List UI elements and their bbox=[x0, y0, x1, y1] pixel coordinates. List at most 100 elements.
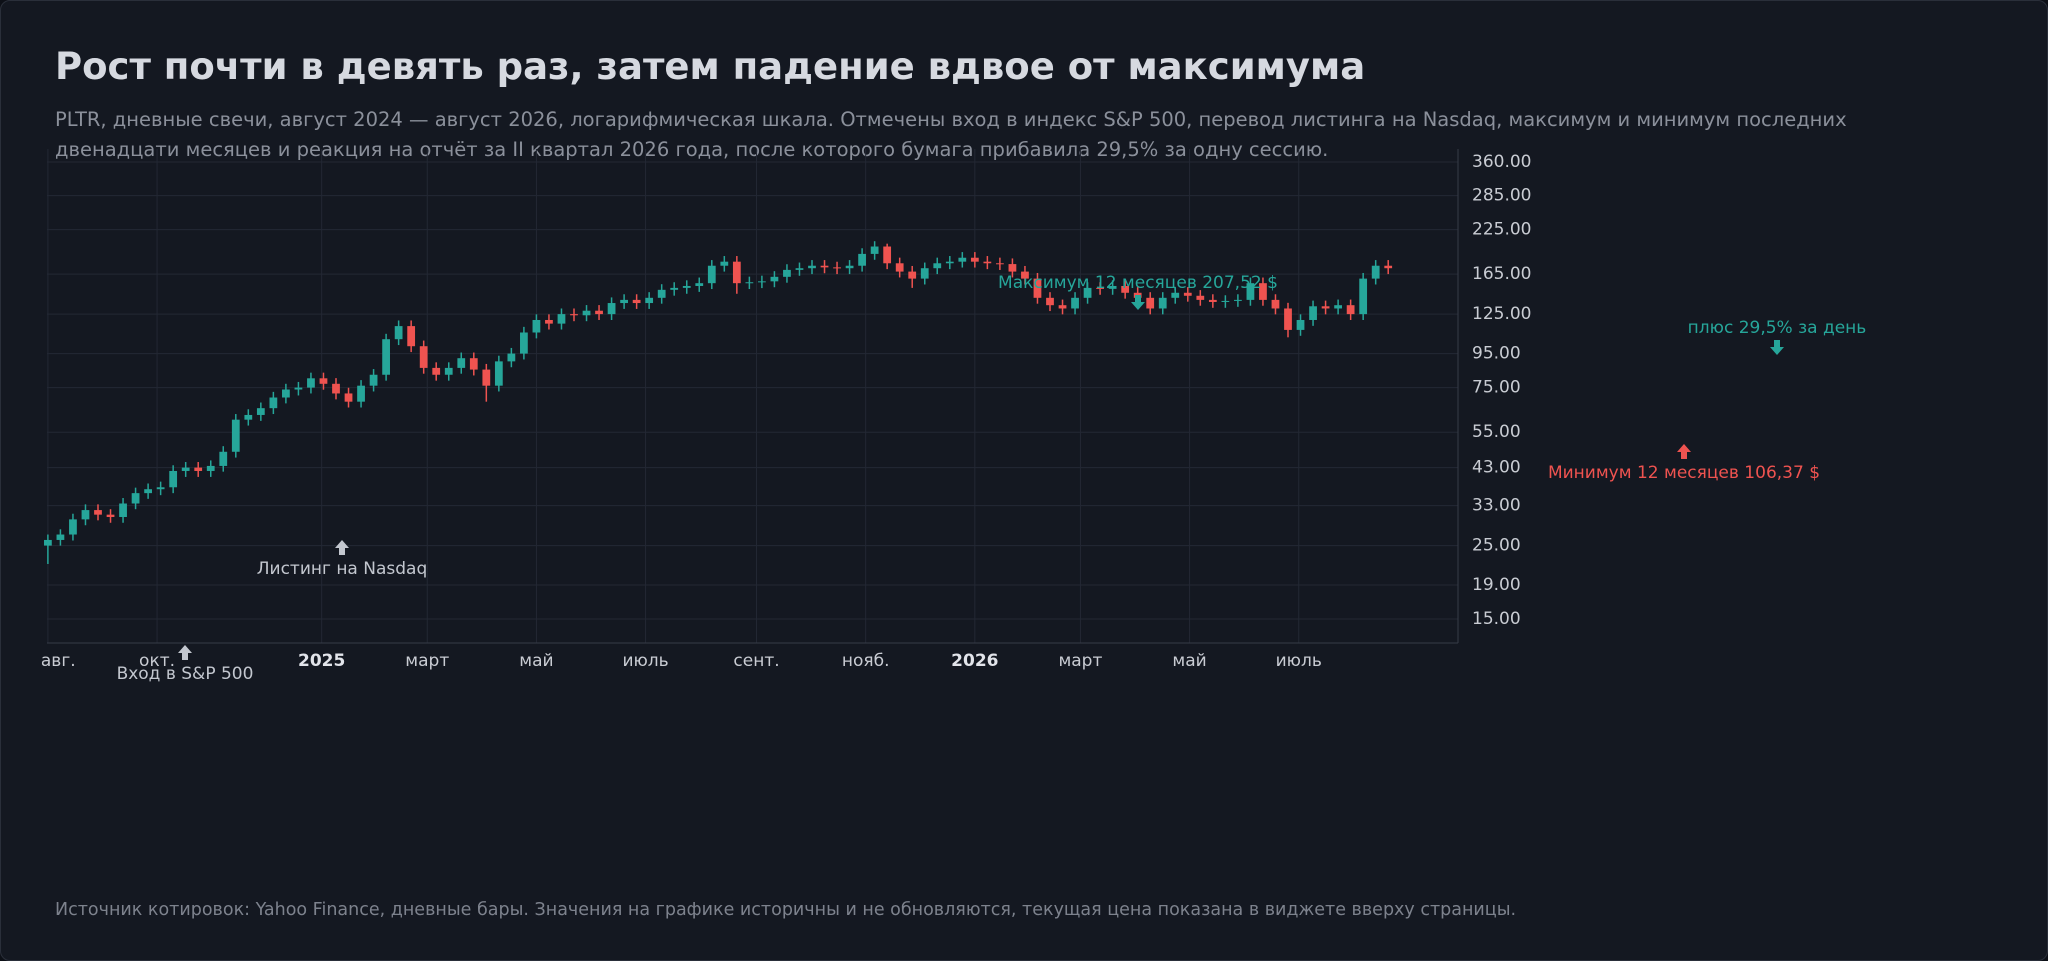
annotation: плюс 29,5% за день bbox=[1688, 318, 1867, 338]
candle-body bbox=[507, 353, 516, 362]
y-tick-label: 33.00 bbox=[1472, 496, 1521, 516]
candle-body bbox=[156, 487, 165, 490]
candle-body bbox=[996, 263, 1004, 265]
candle-body bbox=[732, 261, 741, 284]
candle-body bbox=[970, 257, 979, 262]
candle-body bbox=[319, 378, 328, 384]
x-tick-label: май bbox=[1172, 651, 1206, 671]
x-tick-label: март bbox=[405, 651, 449, 671]
candle-body bbox=[169, 470, 178, 488]
candle-body bbox=[632, 299, 641, 304]
candle-body bbox=[1071, 297, 1079, 309]
candle-body bbox=[432, 367, 441, 375]
candle-body bbox=[1046, 297, 1054, 306]
x-tick-label: июль bbox=[622, 651, 668, 671]
candle-body bbox=[595, 310, 603, 315]
candle-body bbox=[494, 361, 503, 386]
candle-body bbox=[1021, 271, 1029, 279]
annotation-arrow bbox=[178, 645, 192, 660]
candle-body bbox=[1346, 305, 1355, 315]
candle-body bbox=[219, 451, 228, 466]
candle-body bbox=[783, 269, 791, 277]
y-tick-label: 165.00 bbox=[1472, 264, 1531, 284]
candle-body bbox=[1296, 319, 1305, 330]
candle-body bbox=[307, 378, 315, 388]
annotation-arrow bbox=[1677, 444, 1691, 459]
candle-body bbox=[720, 261, 729, 266]
x-tick-label: 2025 bbox=[298, 651, 345, 671]
candle-body bbox=[1108, 285, 1117, 289]
annotation-arrow bbox=[1770, 340, 1784, 355]
candle-body bbox=[244, 414, 253, 420]
candle-body bbox=[870, 246, 879, 254]
candle-body bbox=[81, 510, 90, 520]
x-tick-label: авг. bbox=[41, 651, 76, 671]
annotation: Максимум 12 месяцев 207,52 $ bbox=[998, 273, 1278, 293]
y-tick-label: 55.00 bbox=[1472, 422, 1521, 442]
candle-body bbox=[758, 281, 766, 283]
candle-body bbox=[369, 374, 378, 386]
candle-body bbox=[908, 271, 917, 279]
candle-body bbox=[194, 467, 203, 471]
candle-body bbox=[520, 332, 528, 354]
candle-body bbox=[181, 467, 190, 471]
candle-body bbox=[44, 539, 52, 546]
candle-body bbox=[1334, 305, 1342, 309]
source-note: Источник котировок: Yahoo Finance, дневн… bbox=[55, 900, 1517, 920]
candle-body bbox=[1096, 287, 1104, 289]
candle-body bbox=[833, 267, 841, 269]
candle-body bbox=[269, 397, 278, 409]
candle-body bbox=[106, 514, 115, 517]
candle-body bbox=[745, 282, 754, 284]
x-tick-label: июль bbox=[1276, 651, 1322, 671]
candle-body bbox=[94, 510, 102, 515]
candle-body bbox=[607, 303, 616, 315]
candle-body bbox=[469, 358, 478, 370]
y-tick-label: 285.00 bbox=[1472, 186, 1531, 206]
candle-body bbox=[1171, 292, 1180, 298]
candle-body bbox=[256, 408, 265, 415]
candle-body bbox=[294, 387, 303, 390]
candle-body bbox=[657, 289, 666, 298]
annotation: Минимум 12 месяцев 106,37 $ bbox=[1548, 463, 1820, 483]
annotation: Вход в S&P 500 bbox=[117, 664, 254, 684]
candle-body bbox=[1359, 278, 1368, 315]
candle-body bbox=[1321, 306, 1330, 309]
candle-body bbox=[645, 297, 654, 304]
candle-body bbox=[1146, 297, 1155, 309]
annotation-arrow bbox=[1131, 295, 1145, 310]
candle-body bbox=[282, 389, 290, 398]
candle-body bbox=[983, 261, 992, 264]
candle-body bbox=[144, 489, 152, 494]
x-tick-label: май bbox=[519, 651, 553, 671]
candle-body bbox=[444, 367, 453, 375]
candle-body bbox=[1384, 265, 1393, 269]
candle-body bbox=[1259, 283, 1267, 300]
candle-body bbox=[1083, 287, 1092, 298]
candle-body bbox=[1183, 292, 1192, 296]
candle-body bbox=[119, 503, 127, 517]
candle-body bbox=[206, 465, 215, 471]
candle-body bbox=[131, 493, 140, 504]
candle-body bbox=[382, 339, 390, 375]
candle-body bbox=[707, 265, 716, 284]
candle-body bbox=[895, 263, 904, 272]
candle-body bbox=[570, 314, 578, 316]
y-tick-label: 25.00 bbox=[1472, 536, 1521, 556]
y-tick-label: 75.00 bbox=[1472, 378, 1521, 398]
x-tick-label: нояб. bbox=[842, 651, 890, 671]
candle-body bbox=[332, 383, 340, 394]
candle-body bbox=[557, 314, 566, 324]
y-tick-label: 360.00 bbox=[1472, 152, 1531, 172]
candle-body bbox=[56, 534, 65, 540]
candle-body bbox=[1309, 306, 1317, 320]
annotation-arrow bbox=[335, 540, 349, 555]
candle-body bbox=[1234, 299, 1242, 301]
y-tick-label: 43.00 bbox=[1472, 458, 1521, 478]
chart-title: Рост почти в девять раз, затем падение в… bbox=[55, 45, 1366, 88]
candle-body bbox=[1371, 265, 1380, 279]
chart-subtitle: PLTR, дневные свечи, август 2024 — авгус… bbox=[55, 108, 1847, 161]
candle-body bbox=[820, 265, 829, 268]
candle-body bbox=[69, 519, 77, 535]
candle-body bbox=[695, 283, 704, 286]
